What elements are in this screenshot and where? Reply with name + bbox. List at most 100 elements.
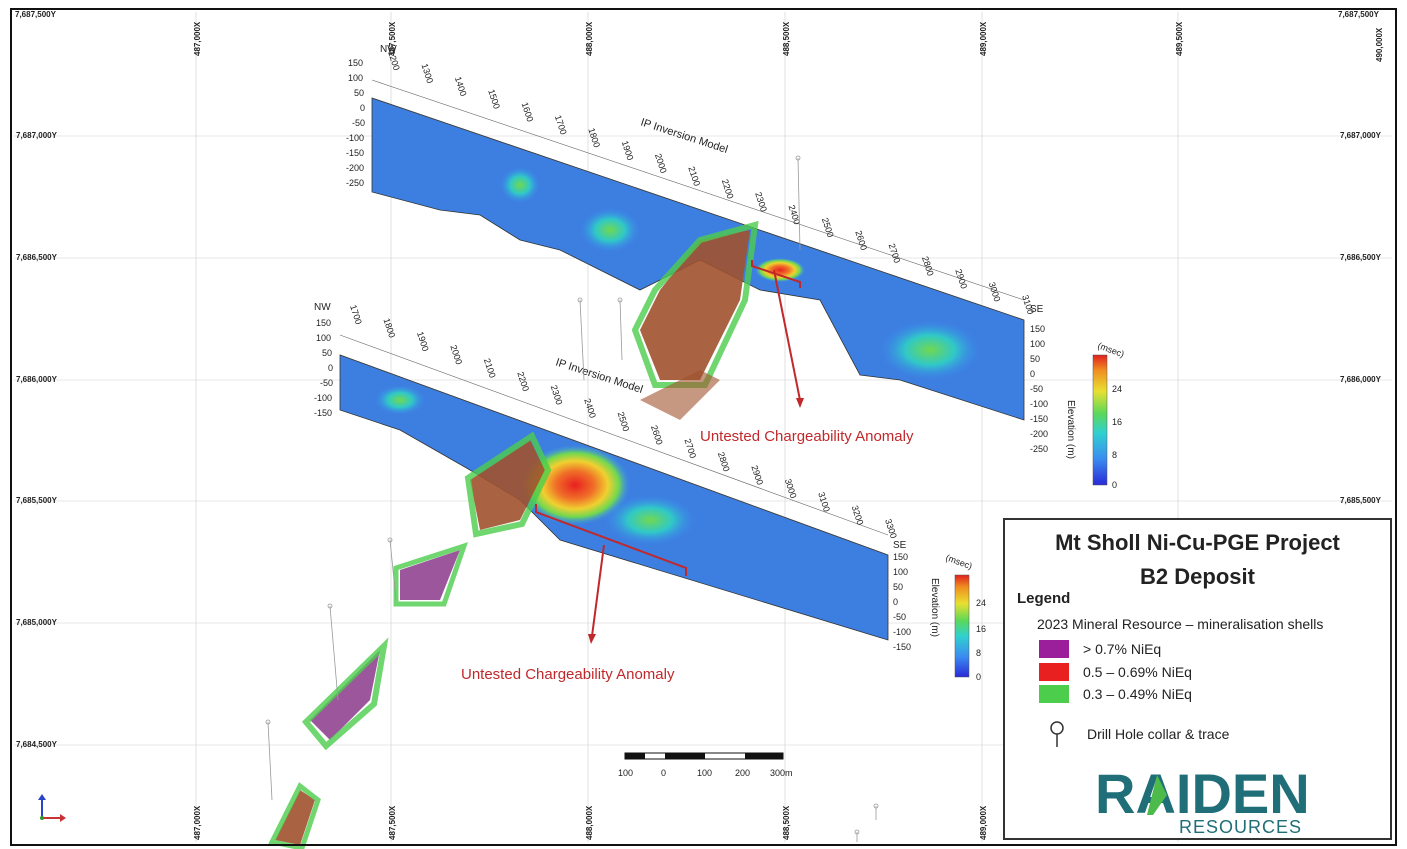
- easting-label: 487,500X: [388, 805, 397, 840]
- deposit-title: B2 Deposit: [1140, 564, 1255, 589]
- distance-tick: 2400: [786, 204, 802, 226]
- lower-colorbar-unit: (msec): [944, 552, 973, 571]
- distance-tick: 2300: [549, 384, 565, 406]
- distance-tick: 2900: [749, 464, 765, 486]
- distance-tick: 1600: [520, 101, 536, 123]
- distance-tick: 2700: [682, 437, 698, 459]
- distance-tick: 3100: [1020, 294, 1036, 316]
- legend-heading: Legend: [1017, 590, 1071, 607]
- distance-tick: 1700: [553, 114, 569, 136]
- legend-subheading: 2023 Mineral Resource – mineralisation s…: [1037, 616, 1324, 632]
- distance-tick: 2200: [515, 370, 531, 392]
- distance-tick: 2800: [920, 255, 936, 277]
- colorbar-tick: 8: [1112, 450, 1117, 460]
- logo-sub-text: RESOURCES: [1179, 817, 1302, 837]
- easting-labels-bottom: 487,000X 487,500X 488,000X 488,500X 489,…: [193, 805, 988, 840]
- colorbar-tick: 24: [976, 598, 986, 608]
- lower-anomaly-arrowhead: [588, 634, 596, 644]
- colorbar-tick: 0: [976, 672, 981, 682]
- upper-elev-left: 150 100 50 0 -50 -100 -150 -200 -250: [346, 58, 365, 188]
- legend-item-high-grade: > 0.7% NiEq: [1039, 640, 1161, 658]
- distance-tick: 1900: [620, 139, 636, 161]
- elev-tick: 150: [1030, 324, 1045, 334]
- elev-tick: 100: [348, 73, 363, 83]
- scale-label: 100: [618, 768, 633, 778]
- distance-tick: 1500: [486, 88, 502, 110]
- distance-tick: 1400: [453, 75, 469, 97]
- elev-tick: -150: [346, 148, 364, 158]
- lower-section-title: IP Inversion Model: [554, 356, 644, 396]
- swatch-red: [1039, 663, 1069, 681]
- elev-tick: 100: [893, 567, 908, 577]
- elev-tick: 0: [328, 363, 333, 373]
- scale-label: 0: [661, 768, 666, 778]
- northing-label: 7,686,500Y: [16, 253, 58, 262]
- legend-item-label: 0.5 – 0.69% NiEq: [1083, 664, 1192, 680]
- scale-label: 200: [735, 768, 750, 778]
- distance-tick: 1900: [415, 330, 431, 352]
- elev-tick: 0: [893, 597, 898, 607]
- upper-end-label: SE: [1030, 304, 1044, 315]
- easting-label: 489,000X: [979, 805, 988, 840]
- lower-colorbar: [954, 574, 970, 678]
- elev-tick: -250: [346, 178, 364, 188]
- upper-anomaly-se: [880, 320, 980, 380]
- distance-tick: 2800: [716, 451, 732, 473]
- distance-tick: 2700: [887, 242, 903, 264]
- easting-label: 488,000X: [585, 21, 594, 56]
- lower-anomaly-marker: [535, 504, 687, 637]
- distance-tick: 3000: [987, 281, 1003, 303]
- scale-label: 300m: [770, 768, 793, 778]
- upper-anomaly-core: [580, 208, 640, 252]
- lower-end-label: SE: [893, 540, 907, 551]
- easting-label: 489,500X: [1175, 21, 1184, 56]
- elev-tick: 0: [1030, 369, 1035, 379]
- drill-hole-icon: [1050, 721, 1064, 747]
- legend-item-mid-grade: 0.5 – 0.69% NiEq: [1039, 663, 1192, 681]
- distance-tick: 2200: [720, 178, 736, 200]
- elev-tick: -100: [314, 393, 332, 403]
- distance-tick: 2600: [853, 229, 869, 251]
- upper-anomaly-label: Untested Chargeability Anomaly: [700, 428, 914, 445]
- lower-anomaly-tail: [605, 495, 695, 545]
- elev-tick: -250: [1030, 444, 1048, 454]
- elev-tick: -200: [1030, 429, 1048, 439]
- colorbar-tick: 8: [976, 648, 981, 658]
- elev-tick: -150: [1030, 414, 1048, 424]
- drill-label: Drill Hole collar & trace: [1087, 726, 1230, 742]
- corner-label-top-left: 7,687,500Y: [15, 10, 57, 19]
- colorbar-tick: 16: [976, 624, 986, 634]
- elev-tick: 50: [322, 348, 332, 358]
- elev-tick: -50: [893, 612, 906, 622]
- upper-colorbar: [1092, 354, 1108, 486]
- scale-label: 100: [697, 768, 712, 778]
- elev-tick: 150: [348, 58, 363, 68]
- axis-triad-icon: [38, 794, 66, 822]
- northing-labels-right: 7,687,000Y 7,686,500Y 7,686,000Y 7,685,5…: [1340, 131, 1382, 505]
- upper-anomaly-arrowhead: [796, 398, 804, 408]
- distance-tick: 2500: [820, 216, 836, 238]
- distance-tick: 1300: [419, 62, 435, 84]
- upper-elevation-axis-label: Elevation (m): [1065, 400, 1076, 459]
- elev-tick: 150: [893, 552, 908, 562]
- northing-label: 7,686,000Y: [16, 375, 58, 384]
- elev-tick: 100: [1030, 339, 1045, 349]
- colorbar-tick: 16: [1112, 417, 1122, 427]
- logo-bolt-icon: [1147, 775, 1167, 815]
- colorbar-tick: 24: [1112, 384, 1122, 394]
- legend-drill-item: Drill Hole collar & trace: [1047, 720, 1229, 748]
- distance-tick: 2600: [649, 424, 665, 446]
- distance-tick: 3300: [883, 518, 899, 540]
- legend-panel: Mt Sholl Ni-Cu-PGE Project B2 Deposit Le…: [1003, 518, 1392, 840]
- distance-tick: 2100: [482, 357, 498, 379]
- distance-tick: 1700: [348, 304, 364, 326]
- easting-label: 487,000X: [193, 21, 202, 56]
- distance-tick: 3200: [850, 504, 866, 526]
- lower-elev-right: 150 100 50 0 -50 -100 -150: [893, 552, 911, 652]
- distance-tick: 1200: [386, 50, 402, 72]
- drill-holes: [265, 155, 879, 842]
- distance-tick: 2500: [616, 411, 632, 433]
- distance-tick: 1800: [586, 127, 602, 149]
